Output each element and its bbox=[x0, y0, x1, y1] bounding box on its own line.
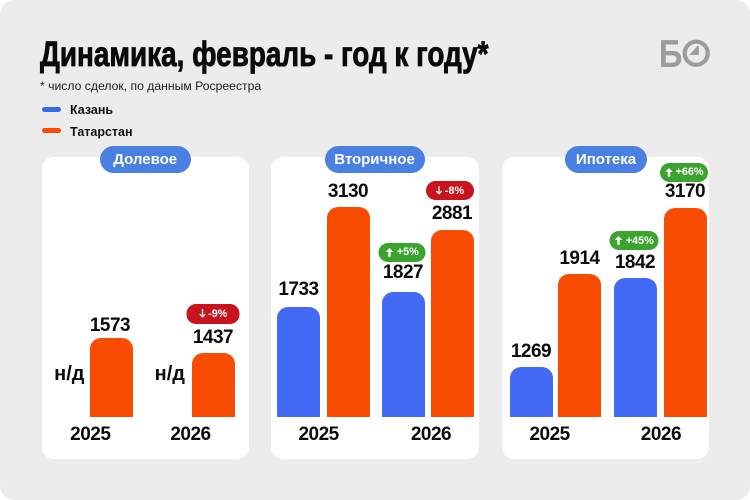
svg-text:Б: Б bbox=[659, 36, 683, 72]
